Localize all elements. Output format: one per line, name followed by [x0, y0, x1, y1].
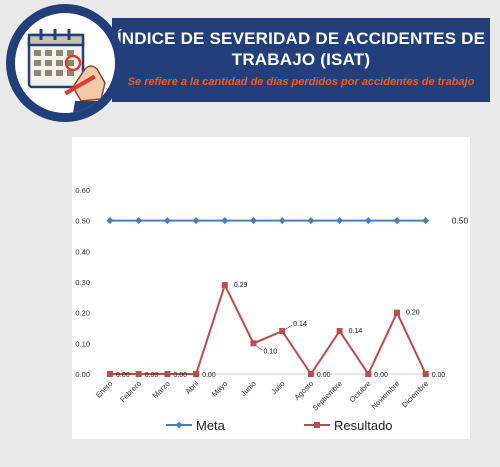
- series-line-resultado: [110, 282, 427, 377]
- data-point-resultado: [307, 371, 314, 377]
- data-point-meta: [106, 217, 114, 225]
- data-point-resultado: [221, 282, 228, 289]
- header-banner: ÍNDICE DE SEVERIDAD DE ACCIDENTES DE TRA…: [112, 18, 490, 102]
- calendar-hand-pen-icon: [15, 13, 115, 113]
- data-point-resultado: [279, 328, 286, 335]
- page-title: ÍNDICE DE SEVERIDAD DE ACCIDENTES DE TRA…: [116, 29, 486, 69]
- data-point-resultado: [394, 309, 400, 316]
- y-tick-label: 0.00: [75, 370, 90, 379]
- data-label-meta: 0.50: [452, 216, 469, 226]
- data-label-resultado: 0.00: [173, 372, 187, 379]
- data-label-resultado: 0.14: [293, 321, 307, 328]
- x-tick-label: Septiembre: [311, 379, 344, 412]
- data-point-resultado: [336, 328, 343, 335]
- y-tick-label: 0.10: [75, 339, 90, 348]
- data-label-leader: [284, 324, 293, 331]
- x-tick-label: Marzo: [151, 379, 172, 400]
- data-label-resultado: 0.29: [234, 282, 248, 289]
- data-point-meta: [336, 217, 344, 225]
- chart-card: 0.00 0.10 0.20 0.30 0.40 0.50 0.60 Enero Febrero…: [72, 137, 470, 439]
- data-label-resultado: 0.00: [116, 372, 130, 379]
- data-point-meta: [393, 217, 401, 225]
- severity-index-line-chart: 0.00 0.10 0.20 0.30 0.40 0.50 0.60 Enero Febrero…: [75, 186, 469, 433]
- data-point-meta: [163, 217, 171, 225]
- data-label-resultado: 0.00: [374, 372, 388, 379]
- x-tick-label: Abril: [184, 379, 201, 396]
- legend-label-meta: Meta: [196, 418, 226, 433]
- data-label-resultado: 0.00: [317, 372, 331, 379]
- y-tick-label: 0.60: [75, 186, 90, 195]
- data-point-meta: [192, 217, 200, 225]
- data-label-resultado: 0.00: [432, 372, 446, 379]
- data-label-leader: [255, 345, 263, 351]
- data-label-resultado: 0.14: [349, 328, 363, 335]
- data-point-meta: [364, 217, 372, 225]
- x-tick-label: Diciembre: [400, 379, 430, 409]
- data-point-resultado: [365, 371, 372, 377]
- x-tick-label: Febrero: [118, 379, 143, 404]
- data-point-meta: [422, 217, 430, 225]
- data-point-meta: [278, 217, 286, 225]
- data-label-resultado: 0.20: [406, 310, 420, 317]
- logo: [6, 4, 124, 122]
- x-tick-label: Mayo: [210, 379, 229, 398]
- data-point-resultado: [422, 371, 429, 377]
- data-point-resultado: [164, 371, 171, 377]
- x-tick-label: Agosto: [292, 379, 315, 402]
- data-point-meta: [221, 217, 229, 225]
- x-tick-label: Noviembre: [369, 379, 401, 411]
- data-label-resultado: 0.00: [202, 372, 216, 379]
- legend-label-resultado: Resultado: [334, 418, 393, 433]
- data-point-meta: [307, 217, 315, 225]
- x-tick-label: Enero: [94, 379, 115, 400]
- x-tick-label: Julio: [269, 379, 286, 396]
- y-tick-label: 0.20: [75, 309, 90, 318]
- data-label-resultado: 0.10: [264, 348, 278, 355]
- data-point-meta: [250, 217, 257, 225]
- data-label-resultado: 0.00: [145, 372, 159, 379]
- data-point-resultado: [107, 371, 113, 377]
- x-tick-label: Octubre: [347, 379, 372, 404]
- data-point-resultado: [193, 371, 200, 377]
- data-point-resultado: [135, 371, 142, 377]
- x-tick-label: Junio: [239, 379, 258, 398]
- page-subtitle: Se refiere a la cantidad de días perdido…: [127, 76, 475, 88]
- legend-marker-meta: [175, 421, 183, 429]
- legend-marker-resultado: [314, 422, 320, 428]
- data-point-resultado: [250, 340, 257, 347]
- y-tick-label: 0.50: [75, 217, 90, 226]
- y-tick-label: 0.40: [75, 247, 90, 256]
- y-tick-label: 0.30: [75, 278, 90, 287]
- data-point-meta: [135, 217, 143, 225]
